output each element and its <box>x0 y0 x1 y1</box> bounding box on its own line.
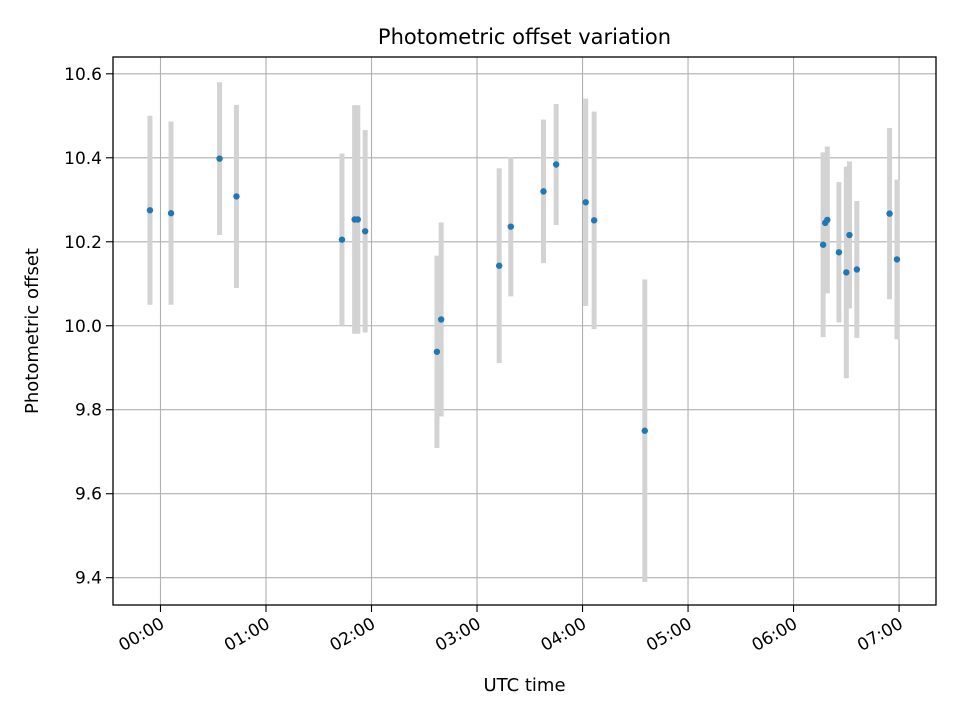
y-tick-label: 10.6 <box>64 65 102 85</box>
data-point <box>819 241 827 248</box>
data-point <box>552 161 560 168</box>
data-point <box>338 236 346 243</box>
data-point <box>540 188 547 195</box>
data-point <box>507 223 514 230</box>
data-point <box>641 427 648 434</box>
data-point <box>590 217 598 224</box>
y-axis-ticks: 9.4 9.6 9.8 10.0 10.2 10.4 10.6 <box>64 65 113 589</box>
x-axis-label: UTC time <box>483 675 565 696</box>
data-point <box>216 155 223 162</box>
data-point <box>495 262 503 269</box>
grid <box>113 57 936 605</box>
data-point <box>146 207 154 214</box>
data-point <box>233 193 240 200</box>
chart-title: Photometric offset variation <box>378 25 671 49</box>
data-point <box>167 210 175 217</box>
data-point <box>433 348 441 355</box>
data-point <box>886 210 893 217</box>
data-point <box>582 199 589 206</box>
y-axis-label: Photometric offset <box>22 248 43 414</box>
data-point <box>361 228 369 235</box>
y-tick-label: 10.2 <box>64 233 102 253</box>
data-point <box>354 216 361 223</box>
data-point <box>893 256 901 263</box>
data-point <box>853 266 861 273</box>
data-points <box>146 155 901 434</box>
y-tick-label: 9.8 <box>75 401 102 421</box>
data-point <box>835 249 843 256</box>
data-point <box>437 316 445 323</box>
data-point <box>846 231 853 239</box>
y-tick-label: 9.6 <box>75 485 102 505</box>
data-point <box>843 269 850 276</box>
y-tick-label: 10.0 <box>64 317 102 337</box>
y-tick-label: 10.4 <box>64 149 102 169</box>
plot-frame <box>112 56 937 606</box>
y-tick-label: 9.4 <box>75 569 102 589</box>
data-point <box>824 216 831 224</box>
